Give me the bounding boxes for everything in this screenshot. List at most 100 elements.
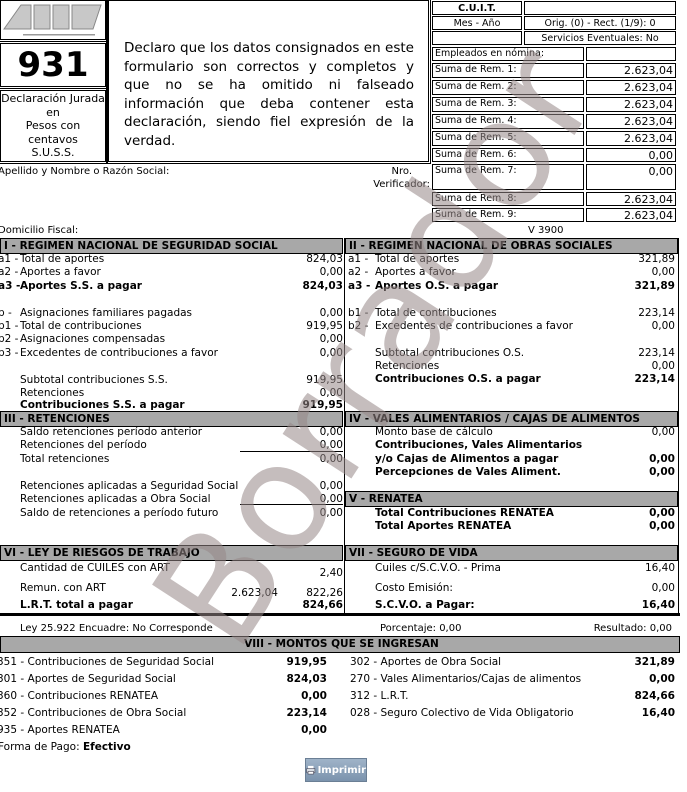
row-label: Retenciones xyxy=(375,360,440,372)
monto-label: 302 - Aportes de Obra Social xyxy=(350,656,502,668)
row-code: b2 - xyxy=(0,333,19,345)
rem-label: Suma de Rem. 3: xyxy=(432,97,584,112)
row-label: Subtotal contribuciones S.S. xyxy=(20,374,168,386)
row-label: Asignaciones compensadas xyxy=(20,333,166,345)
monto-label: 312 - L.R.T. xyxy=(350,690,409,702)
row-value: 0,00 xyxy=(651,426,675,438)
row-value: 824,03 xyxy=(302,280,343,292)
forma-pago-value: Efectivo xyxy=(82,741,131,753)
row-value: 0,00 xyxy=(649,453,675,465)
rem-value: 2.623,04 xyxy=(586,131,676,146)
row-label: Excedentes de contribuciones a favor xyxy=(375,320,573,332)
section-header: III - RETENCIONES xyxy=(0,411,343,427)
row-label: Aportes a favor xyxy=(20,266,101,278)
row-code: a3 - xyxy=(0,280,21,292)
form-description: Declaración Jurada en Pesos con centavos… xyxy=(0,88,108,164)
row-label: Subtotal contribuciones O.S. xyxy=(375,347,525,359)
monto-label: 270 - Vales Alimentarios/Cajas de alimen… xyxy=(350,673,582,685)
form-desc-line: S.U.S.S. xyxy=(31,146,75,159)
row-label: Contribuciones O.S. a pagar xyxy=(375,373,541,385)
separator xyxy=(678,238,679,616)
section-header: V - RENATEA xyxy=(345,491,678,507)
row-value: 0,00 xyxy=(319,480,343,492)
row-label: Total Aportes RENATEA xyxy=(375,520,512,532)
row-label: Contribuciones S.S. a pagar xyxy=(20,399,185,411)
row-value: 16,40 xyxy=(641,599,675,611)
rem-label: Empleados en nómina: xyxy=(432,47,584,61)
row-extra-value: 2.623,04 xyxy=(231,587,278,599)
rem-label: Suma de Rem. 2: xyxy=(432,80,584,95)
monto-value: 0,00 xyxy=(301,724,327,736)
row-code: a1 - xyxy=(348,253,369,265)
row-code: a1 - xyxy=(0,253,19,265)
row-value: 321,89 xyxy=(638,253,675,265)
printer-icon xyxy=(306,765,316,775)
form-number: 931 xyxy=(0,41,108,89)
verificador-label: Verificador: xyxy=(373,179,430,190)
row-value: 0,00 xyxy=(319,266,343,278)
row-value: 0,00 xyxy=(651,266,675,278)
row-value: 0,00 xyxy=(319,307,343,319)
monto-label: 360 - Contribuciones RENATEA xyxy=(0,690,159,702)
form-desc-line: Declaración Jurada xyxy=(1,92,105,105)
form-desc-line: en xyxy=(46,105,60,119)
declaration-text: Declaro que los datos consignados en est… xyxy=(124,40,414,149)
rem-label: Suma de Rem. 9: xyxy=(432,208,584,222)
row-label: Percepciones de Vales Aliment. xyxy=(375,466,561,478)
rem-label: Suma de Rem. 6: xyxy=(432,148,584,162)
row-value: 919,95 xyxy=(306,374,343,386)
row-label: S.C.V.O. a Pagar: xyxy=(375,599,475,611)
row-value: 0,00 xyxy=(319,439,343,451)
underline xyxy=(240,451,343,452)
row-value: 0,00 xyxy=(651,320,675,332)
section-header: II - REGIMEN NACIONAL DE OBRAS SOCIALES xyxy=(345,238,678,254)
rem-value: 2.623,04 xyxy=(586,63,676,78)
underline xyxy=(240,504,343,505)
row-label: Aportes O.S. a pagar xyxy=(375,280,499,292)
row-label: Total de aportes xyxy=(20,253,105,265)
row-label: L.R.T. total a pagar xyxy=(20,599,133,611)
cuit-label: C.U.I.T. xyxy=(432,1,522,15)
row-label: Saldo retenciones período anterior xyxy=(20,426,203,438)
print-button[interactable]: Imprimir xyxy=(305,758,367,782)
row-value: 0,00 xyxy=(319,426,343,438)
row-label: Cantidad de CUILES con ART xyxy=(20,562,170,574)
row-label: Total de aportes xyxy=(375,253,460,265)
ley-resultado: Resultado: 0,00 xyxy=(593,623,672,634)
rem-label: Suma de Rem. 8: xyxy=(432,192,584,206)
row-label: Saldo de retenciones a período futuro xyxy=(20,507,219,519)
section-header: I - REGIMEN NACIONAL DE SEGURIDAD SOCIAL xyxy=(0,238,343,254)
row-code: b2 - xyxy=(348,320,369,332)
row-value: 2,40 xyxy=(319,567,343,579)
nro-label: Nro. xyxy=(391,166,413,177)
row-value: 824,66 xyxy=(302,599,343,611)
row-value: 0,00 xyxy=(651,360,675,372)
rem-label: Suma de Rem. 5: xyxy=(432,131,584,146)
row-label: Cuiles c/S.C.V.O. - Prima xyxy=(375,562,501,574)
monto-label: 028 - Seguro Colectivo de Vida Obligator… xyxy=(350,707,574,719)
monto-value: 919,95 xyxy=(286,656,327,668)
rem-value: 2.623,04 xyxy=(586,192,676,206)
section-header: VII - SEGURO DE VIDA xyxy=(345,545,678,561)
afip-logo-icon xyxy=(3,4,102,36)
section-header: IV - VALES ALIMENTARIOS / CAJAS DE ALIME… xyxy=(345,411,678,427)
row-value: 919,95 xyxy=(302,399,343,411)
servicios-eventuales: Servicios Eventuales: No xyxy=(524,31,676,45)
orig-rect: Orig. (0) - Rect. (1/9): 0 xyxy=(524,16,676,30)
rem-value: 2.623,04 xyxy=(586,97,676,112)
rem-label: Suma de Rem. 1: xyxy=(432,63,584,78)
rem-value: 2.623,04 xyxy=(586,208,676,222)
row-code: a2 - xyxy=(0,266,19,278)
razon-social-label: Apellido y Nombre o Razón Social: xyxy=(0,166,170,177)
row-label: Remun. con ART xyxy=(20,582,106,594)
row-label: Aportes S.S. a pagar xyxy=(20,280,142,292)
rem-value: 0,00 xyxy=(586,148,676,162)
row-value: 0,00 xyxy=(649,507,675,519)
row-code: a3 - xyxy=(348,280,371,292)
row-value: 223,14 xyxy=(638,307,675,319)
row-value: 223,14 xyxy=(638,347,675,359)
thick-separator xyxy=(0,613,680,616)
monto-label: 301 - Aportes de Seguridad Social xyxy=(0,673,176,685)
monto-value: 824,03 xyxy=(286,673,327,685)
row-label: Excedentes de contribuciones a favor xyxy=(20,347,218,359)
